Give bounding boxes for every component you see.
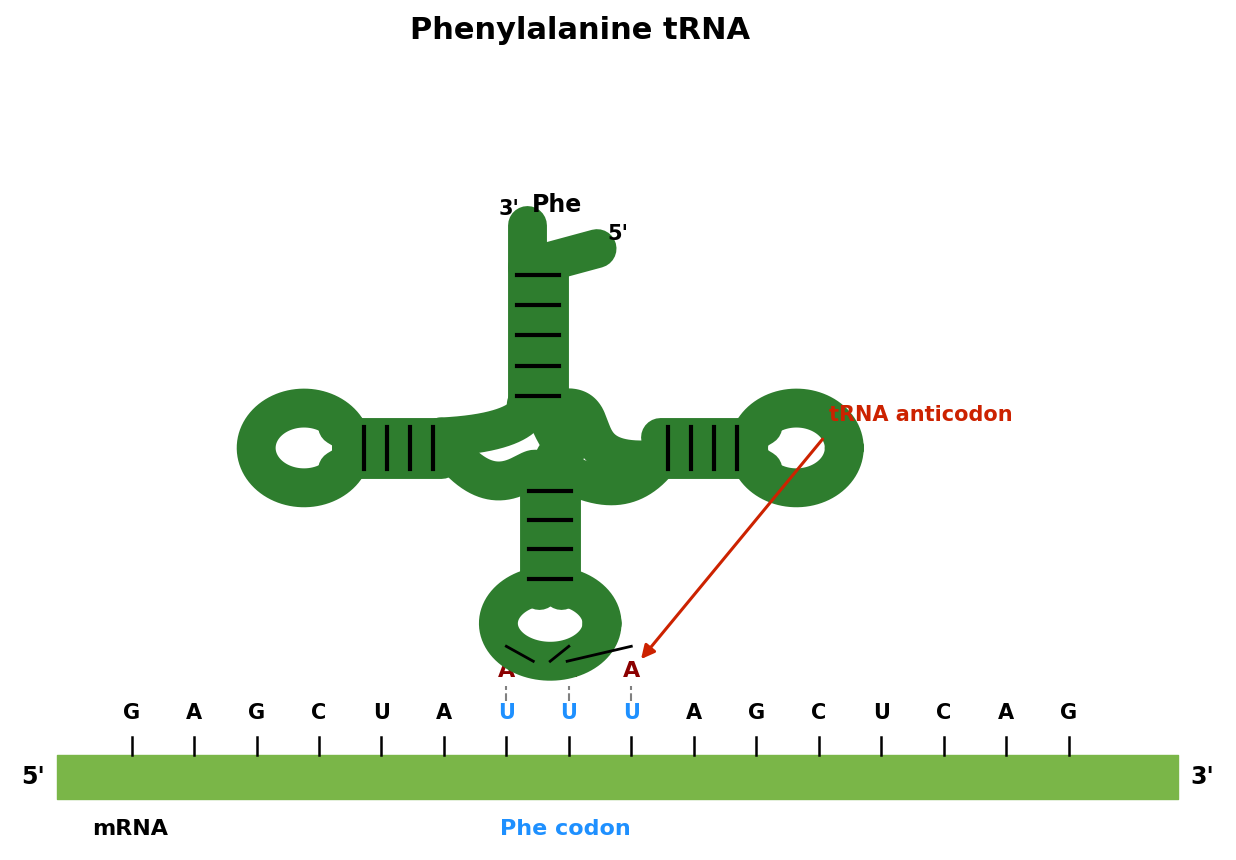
Text: U: U [373, 703, 389, 723]
Text: mRNA: mRNA [91, 819, 168, 838]
Text: U: U [623, 703, 640, 723]
Text: 3': 3' [1190, 765, 1214, 789]
Text: G: G [124, 703, 140, 723]
Text: Phe: Phe [533, 193, 582, 217]
Text: 5': 5' [607, 224, 628, 243]
Text: A: A [686, 703, 702, 723]
Text: A: A [623, 661, 640, 681]
Text: tRNA anticodon: tRNA anticodon [829, 405, 1014, 425]
Text: Phenylalanine tRNA: Phenylalanine tRNA [410, 16, 750, 46]
Text: 3': 3' [498, 199, 519, 218]
Text: A: A [997, 703, 1015, 723]
Text: G: G [748, 703, 765, 723]
Text: U: U [498, 703, 515, 723]
Text: U: U [560, 703, 577, 723]
Text: C: C [811, 703, 827, 723]
Text: A: A [498, 661, 515, 681]
Text: A: A [560, 661, 577, 681]
Text: 5': 5' [21, 765, 44, 789]
Text: C: C [311, 703, 326, 723]
Text: G: G [1060, 703, 1077, 723]
Text: A: A [436, 703, 452, 723]
Text: C: C [936, 703, 952, 723]
Text: G: G [248, 703, 265, 723]
Text: A: A [185, 703, 203, 723]
Text: Phe codon: Phe codon [499, 819, 630, 838]
Text: U: U [873, 703, 890, 723]
